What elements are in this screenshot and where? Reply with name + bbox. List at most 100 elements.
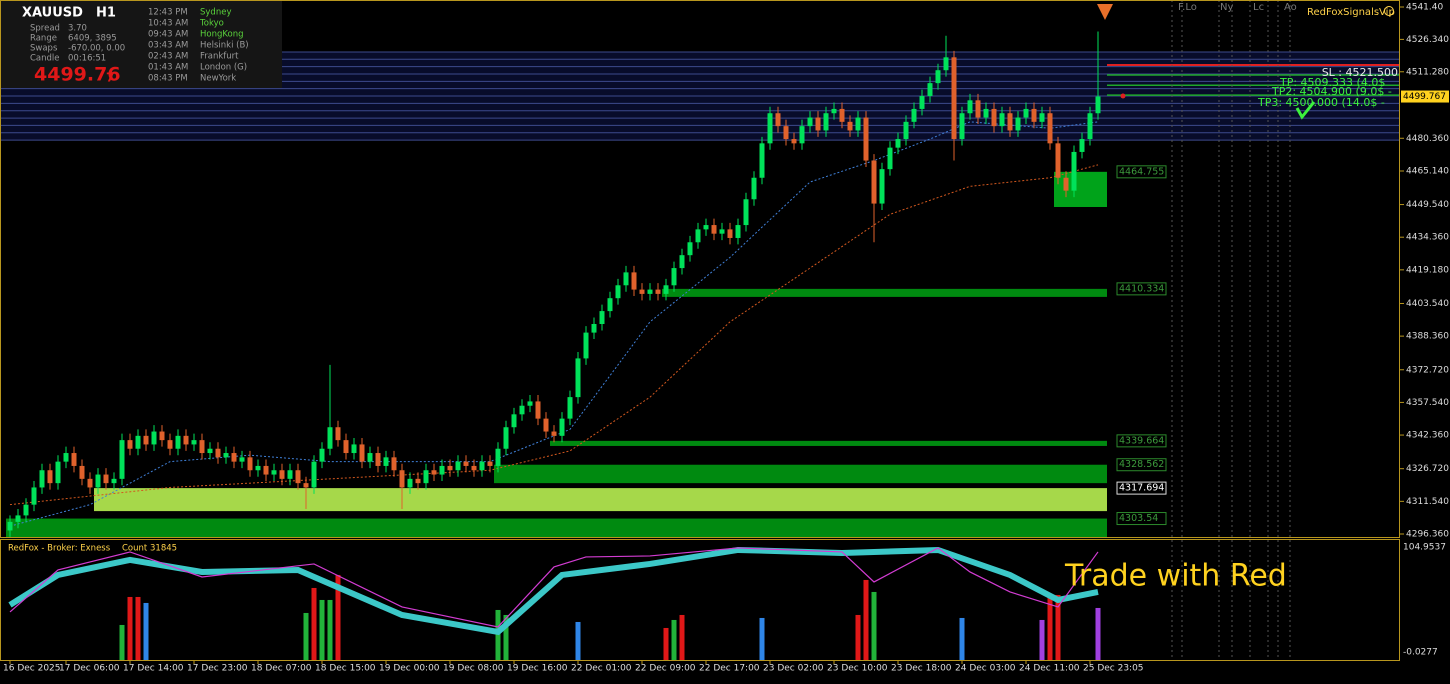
- candle-body: [623, 272, 629, 286]
- x-tick-label: 23 Dec 10:00: [827, 664, 888, 674]
- info-label: Range: [30, 34, 57, 44]
- candle-body: [263, 465, 269, 475]
- x-tick-label: 24 Dec 11:00: [1019, 664, 1080, 674]
- candle-body: [983, 108, 989, 118]
- candle-body: [879, 169, 885, 204]
- check-mark: [1295, 101, 1316, 120]
- candle-body: [679, 255, 685, 269]
- zone-label-box: [1116, 512, 1167, 526]
- candle-body: [655, 289, 661, 294]
- clock-time: 08:43 PM: [148, 74, 188, 84]
- candle-body: [519, 405, 525, 415]
- session-lines: [1171, 0, 1291, 660]
- candle-body: [335, 427, 341, 441]
- candle-body: [855, 117, 861, 131]
- entry-dot: [1120, 93, 1126, 99]
- info-value: -670.00, 0.00: [68, 44, 125, 54]
- candle-body: [151, 431, 157, 445]
- candle-body: [591, 323, 597, 333]
- brand: RedFoxSignalsVip: [1307, 7, 1395, 18]
- zone-label: 4410.334: [1119, 283, 1164, 294]
- candle-body: [231, 453, 237, 462]
- candle-body: [191, 440, 197, 445]
- session-marker: Ny: [1220, 2, 1233, 13]
- candle-body: [1071, 151, 1077, 191]
- bid-price-last-digit: 7: [106, 71, 114, 85]
- candle-body: [1039, 113, 1045, 122]
- candle-body: [367, 453, 373, 462]
- indicator-frame: [0, 539, 1400, 661]
- x-tick-label: 23 Dec 18:00: [891, 664, 952, 674]
- zone: [6, 518, 1107, 537]
- candle-body: [495, 448, 501, 466]
- clock-city: HongKong: [200, 30, 244, 40]
- candle-body: [975, 100, 981, 118]
- signal-bar: [575, 621, 581, 660]
- signal-bar: [679, 614, 685, 660]
- y-tick-label: 4511.280: [1406, 67, 1449, 77]
- candle-body: [631, 272, 637, 290]
- candle-body: [1007, 113, 1013, 131]
- zone: [550, 440, 1107, 446]
- zone: [94, 488, 1107, 512]
- clock-time: 02:43 AM: [148, 52, 188, 62]
- x-tick-label: 24 Dec 03:00: [955, 664, 1016, 674]
- candle-body: [711, 225, 717, 234]
- candle-body: [279, 470, 285, 479]
- y-tick-label: 4311.540: [1406, 497, 1449, 507]
- candle-body: [927, 83, 933, 97]
- candle-body: [799, 126, 805, 144]
- signal-bar: [1039, 619, 1045, 660]
- info-label: Candle: [30, 54, 60, 64]
- candle-body: [735, 225, 741, 238]
- candle-body: [63, 453, 69, 462]
- candle-body: [1095, 96, 1101, 114]
- candle-body: [271, 470, 277, 475]
- frames: [0, 0, 1400, 661]
- signal-bar: [503, 614, 509, 660]
- candle-body: [959, 113, 965, 140]
- info-label: Spread: [30, 24, 60, 34]
- candle-body: [847, 121, 853, 131]
- indicator-title: RedFox - Broker: Exness: [8, 544, 111, 554]
- candle-body: [239, 457, 245, 462]
- clock-city: Tokyo: [199, 19, 224, 29]
- session-marker: Lc: [1253, 2, 1264, 13]
- clock-time: 10:43 AM: [148, 19, 188, 29]
- candle-body: [351, 444, 357, 454]
- candle-body: [639, 289, 645, 294]
- candle-body: [167, 440, 173, 449]
- signal-bar: [871, 591, 877, 660]
- candle-body: [967, 100, 973, 114]
- y-tick-label: 4419.180: [1406, 265, 1449, 275]
- candle-body: [247, 457, 253, 471]
- front-layer: 4464.755 4410.334 4339.664 4328.562 4317.694…: [3, 2, 1449, 673]
- x-tick-label: 17 Dec 06:00: [59, 664, 120, 674]
- signal-bar: [311, 587, 317, 660]
- candle-body: [391, 457, 397, 471]
- signal-bar: [127, 596, 133, 660]
- zone-label: 4303.54: [1119, 513, 1158, 524]
- arrow-signal: [1097, 4, 1113, 20]
- x-tick-label: 16 Dec 2025: [3, 664, 61, 674]
- y-tick-label: 4296.360: [1406, 529, 1449, 539]
- trade-label: TP: 4509.333 (4.0$: [1279, 76, 1385, 89]
- y-tick-label: 4465.140: [1406, 166, 1449, 176]
- signal-bar: [135, 596, 141, 660]
- x-tick-label: 17 Dec 23:00: [187, 664, 248, 674]
- candle-body: [415, 478, 421, 484]
- candle-body: [607, 298, 613, 312]
- candle-body: [599, 311, 605, 324]
- candle-body: [143, 435, 149, 445]
- x-tick-label: 22 Dec 17:00: [699, 664, 760, 674]
- candle-body: [783, 126, 789, 140]
- signal-bar: [663, 627, 669, 660]
- candle-body: [439, 465, 445, 475]
- candle-body: [775, 113, 781, 127]
- candle-body: [647, 289, 653, 294]
- candle-body: [951, 57, 957, 140]
- slogan: Trade with Red: [1064, 559, 1287, 594]
- signal-bar: [143, 602, 149, 660]
- candle-body: [311, 461, 317, 488]
- candle-body: [87, 478, 93, 488]
